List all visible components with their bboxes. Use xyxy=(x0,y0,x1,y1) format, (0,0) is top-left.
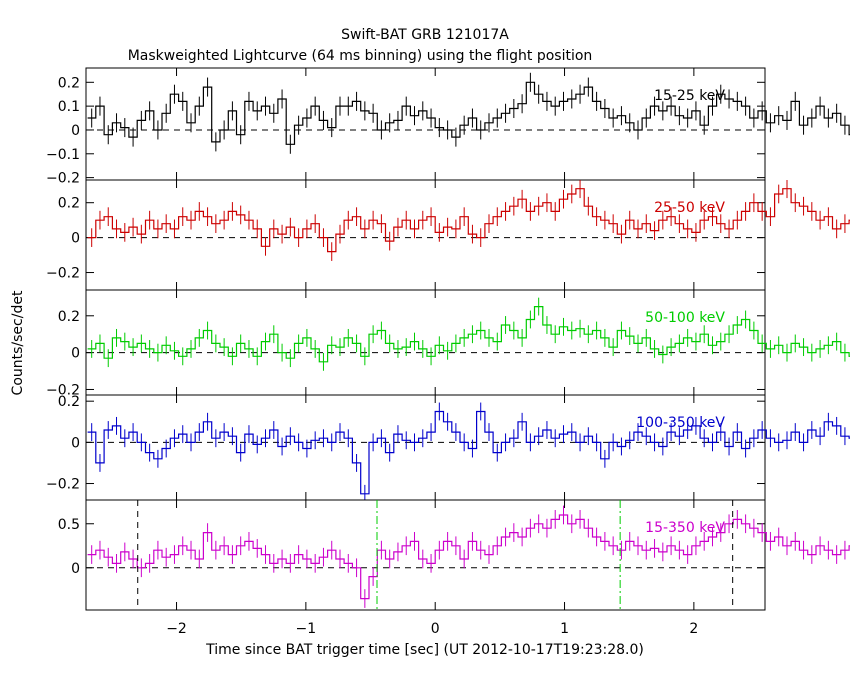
y-tick-label: 0.2 xyxy=(58,196,80,212)
panel-frame xyxy=(85,289,766,396)
y-tick-label: 0.5 xyxy=(58,517,80,533)
panels: −0.2 −0.1 0 0.1 0.2 15-25 keV −0.2 0 0.2 25-50 ke… xyxy=(46,67,850,637)
y-tick-label: −0.2 xyxy=(46,171,80,187)
x-tick-label: −2 xyxy=(166,621,187,637)
y-tick-label: 0 xyxy=(71,435,80,451)
lightcurve-line xyxy=(87,81,850,145)
band-label: 50-100 keV xyxy=(645,310,725,326)
panel-25-50-keV: −0.2 0 0.2 25-50 keV xyxy=(46,179,850,291)
lightcurve-line xyxy=(87,410,850,495)
panel-frame xyxy=(85,179,766,291)
x-tick-label: 2 xyxy=(689,621,698,637)
x-tick-label: −1 xyxy=(296,621,317,637)
band-label: 25-50 keV xyxy=(654,200,725,216)
panel-15-25-keV: −0.2 −0.1 0 0.1 0.2 15-25 keV xyxy=(46,67,850,187)
y-tick-label: 0.1 xyxy=(58,99,80,115)
chart-title: Swift-BAT GRB 121017A xyxy=(341,27,509,43)
band-label: 100-350 keV xyxy=(636,415,725,431)
x-axis-label: Time since BAT trigger time [sec] (UT 20… xyxy=(205,642,644,658)
y-axis-label: Counts/sec/det xyxy=(10,290,26,395)
lightcurve-line xyxy=(87,306,850,363)
y-tick-label: −0.2 xyxy=(46,477,80,493)
y-tick-label: 0 xyxy=(71,123,80,139)
panel-50-100-keV: −0.2 0 0.2 50-100 keV xyxy=(46,289,850,398)
band-label: 15-25 keV xyxy=(654,88,725,104)
y-tick-label: −0.2 xyxy=(46,266,80,282)
y-tick-label: 0.2 xyxy=(58,394,80,410)
panel-100-350-keV: −0.2 0 0.2 100-350 keV xyxy=(46,394,850,501)
y-tick-label: 0 xyxy=(71,561,80,577)
y-tick-label: −0.1 xyxy=(46,147,80,163)
panel-frame xyxy=(85,499,766,611)
y-tick-label: 0.2 xyxy=(58,75,80,91)
band-label: 15-350 keV xyxy=(645,520,725,536)
lightcurve-line xyxy=(87,188,850,253)
y-tick-label: −0.2 xyxy=(46,382,80,398)
x-tick-label: 1 xyxy=(560,621,569,637)
chart-subtitle: Maskweighted Lightcurve (64 ms binning) … xyxy=(128,48,593,64)
x-tick-label: 0 xyxy=(431,621,440,637)
y-tick-label: 0 xyxy=(71,346,80,362)
panel-frame xyxy=(85,67,766,181)
y-tick-label: 0 xyxy=(71,231,80,247)
panel-15-350-keV: 0 0.5 15-350 keV −2 −1 0 1 2 xyxy=(58,499,850,637)
y-tick-label: 0.2 xyxy=(58,309,80,325)
lightcurve-line xyxy=(87,514,850,600)
